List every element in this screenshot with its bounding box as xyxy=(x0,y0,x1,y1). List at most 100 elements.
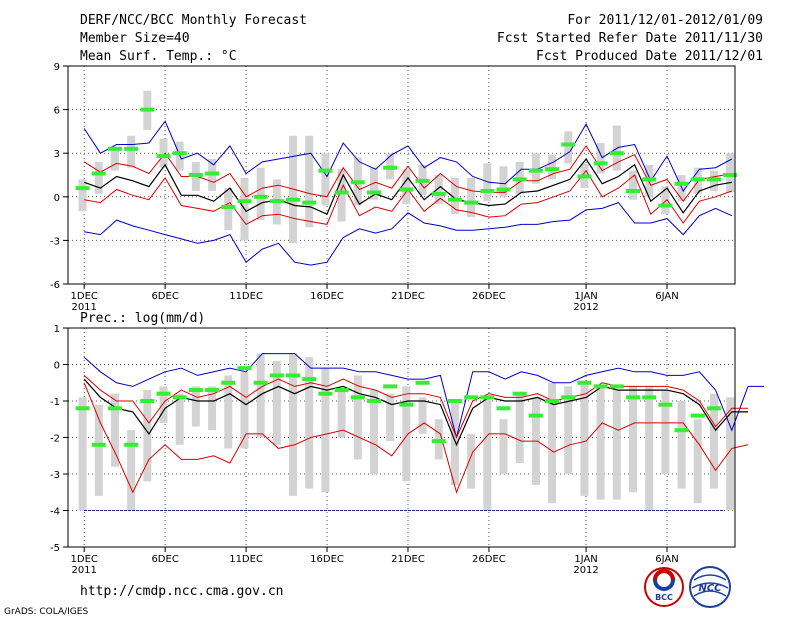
prec-median-3 xyxy=(107,406,122,411)
temp-box-17 xyxy=(337,169,346,222)
temp-box-12 xyxy=(256,167,265,221)
temp-line-max xyxy=(83,120,733,192)
ncc-logo-text: NCC xyxy=(698,583,722,594)
temp-median-2 xyxy=(91,171,106,176)
prec-line-mean_minus_sd xyxy=(83,382,749,494)
temp-box-41 xyxy=(726,153,735,193)
footer-url[interactable]: http://cmdp.ncc.cma.gov.cn xyxy=(80,584,284,599)
chart-title: DERF/NCC/BCC Monthly Forecast xyxy=(80,13,307,28)
prec-median-7 xyxy=(172,395,187,400)
temp-median-17 xyxy=(334,190,349,195)
prec-box-30 xyxy=(548,382,557,504)
temp-box-23 xyxy=(434,175,443,205)
prec-median-24 xyxy=(447,399,462,403)
temp-box-3 xyxy=(110,147,119,171)
temp-median-16 xyxy=(318,168,333,173)
prec-box-38 xyxy=(677,401,686,489)
temp-xtick-label: 21DEC xyxy=(391,291,425,302)
temp-median-21 xyxy=(399,187,414,192)
grads-credit: GrADS: COLA/IGES xyxy=(4,607,88,617)
temp-median-40 xyxy=(706,177,721,182)
prec-median-12 xyxy=(253,380,268,385)
prec-box-33 xyxy=(596,386,605,500)
temp-median-41 xyxy=(723,173,738,177)
prec-box-40 xyxy=(709,393,718,489)
prec-median-33 xyxy=(593,384,608,389)
temp-median-11 xyxy=(237,199,252,204)
temp-box-25 xyxy=(467,177,476,218)
fcst-produced: Fcst Produced Date 2011/12/01 xyxy=(536,49,763,64)
prec-box-1 xyxy=(78,397,87,511)
temp-ytick-label: 3 xyxy=(54,149,60,160)
prec-line-mean xyxy=(83,378,748,447)
prec-box-3 xyxy=(110,393,119,467)
temp-median-19 xyxy=(366,190,381,195)
prec-box-25 xyxy=(467,433,476,489)
temp-median-12 xyxy=(253,194,268,199)
prec-box-21 xyxy=(402,386,411,482)
temp-xtick-label: 6DEC xyxy=(151,291,178,302)
prec-xtick-label: 21DEC xyxy=(391,554,425,565)
prec-median-34 xyxy=(609,384,624,389)
prec-box-2 xyxy=(94,404,103,496)
temp-frame xyxy=(67,65,736,285)
temp-median-7 xyxy=(172,151,187,156)
prec-xtick-label: 1DEC xyxy=(71,554,98,565)
temp-box-29 xyxy=(531,153,540,184)
prec-xtick-label: 16DEC xyxy=(310,554,344,565)
temp-median-29 xyxy=(528,168,543,173)
temp-xtick-label: 26DEC xyxy=(472,291,506,302)
temp-box-24 xyxy=(450,177,459,215)
prec-box-27 xyxy=(499,419,508,474)
temp-box-30 xyxy=(548,154,557,180)
temp-median-25 xyxy=(464,200,479,205)
temp-box-6 xyxy=(159,138,168,168)
prec-median-38 xyxy=(674,428,689,433)
temp-box-19 xyxy=(369,167,378,200)
temp-box-10 xyxy=(224,188,233,231)
prec-box-41 xyxy=(726,397,735,511)
prec-ytick-label: 1 xyxy=(54,324,60,335)
temp-box-21 xyxy=(402,169,411,205)
temp-xtick-label: 16DEC xyxy=(310,291,344,302)
prec-box-28 xyxy=(515,393,524,464)
prec-box-24 xyxy=(450,401,459,485)
prec-median-39 xyxy=(690,413,705,418)
prec-median-21 xyxy=(399,402,414,407)
temp-median-39 xyxy=(690,177,705,182)
prec-median-11 xyxy=(237,366,252,371)
temp-box-26 xyxy=(483,163,492,202)
prec-median-16 xyxy=(318,391,333,396)
prec-median-18 xyxy=(350,395,365,400)
temp-median-15 xyxy=(302,200,317,205)
prec-median-10 xyxy=(221,380,236,385)
prec-median-19 xyxy=(366,399,381,403)
prec-xtick-year: 2011 xyxy=(71,565,96,576)
prec-median-9 xyxy=(205,388,220,393)
prec-median-23 xyxy=(431,439,446,444)
prec-xtick-label: 6DEC xyxy=(151,554,178,565)
temp-median-24 xyxy=(447,197,462,202)
prec-box-39 xyxy=(693,419,702,504)
prec-ytick-label: -1 xyxy=(50,397,60,408)
temp-median-3 xyxy=(107,146,122,151)
prec-median-22 xyxy=(415,380,430,385)
prec-median-31 xyxy=(561,395,576,400)
temp-median-20 xyxy=(383,165,398,170)
temp-median-37 xyxy=(658,203,673,208)
temp-median-32 xyxy=(577,174,592,179)
prec-box-22 xyxy=(418,397,427,434)
prec-box-35 xyxy=(629,386,638,493)
temp-median-4 xyxy=(124,146,139,151)
prec-median-37 xyxy=(658,402,673,407)
prec-median-32 xyxy=(577,380,592,385)
temp-median-26 xyxy=(480,188,495,193)
temp-ytick-label: 6 xyxy=(54,106,60,117)
temp-median-18 xyxy=(350,180,365,185)
temp-line-min xyxy=(84,202,733,266)
temp-box-27 xyxy=(499,166,508,197)
prec-median-36 xyxy=(642,395,657,400)
prec-box-13 xyxy=(272,360,281,445)
prec-median-26 xyxy=(480,395,495,400)
temp-xtick-year: 2012 xyxy=(573,302,598,313)
